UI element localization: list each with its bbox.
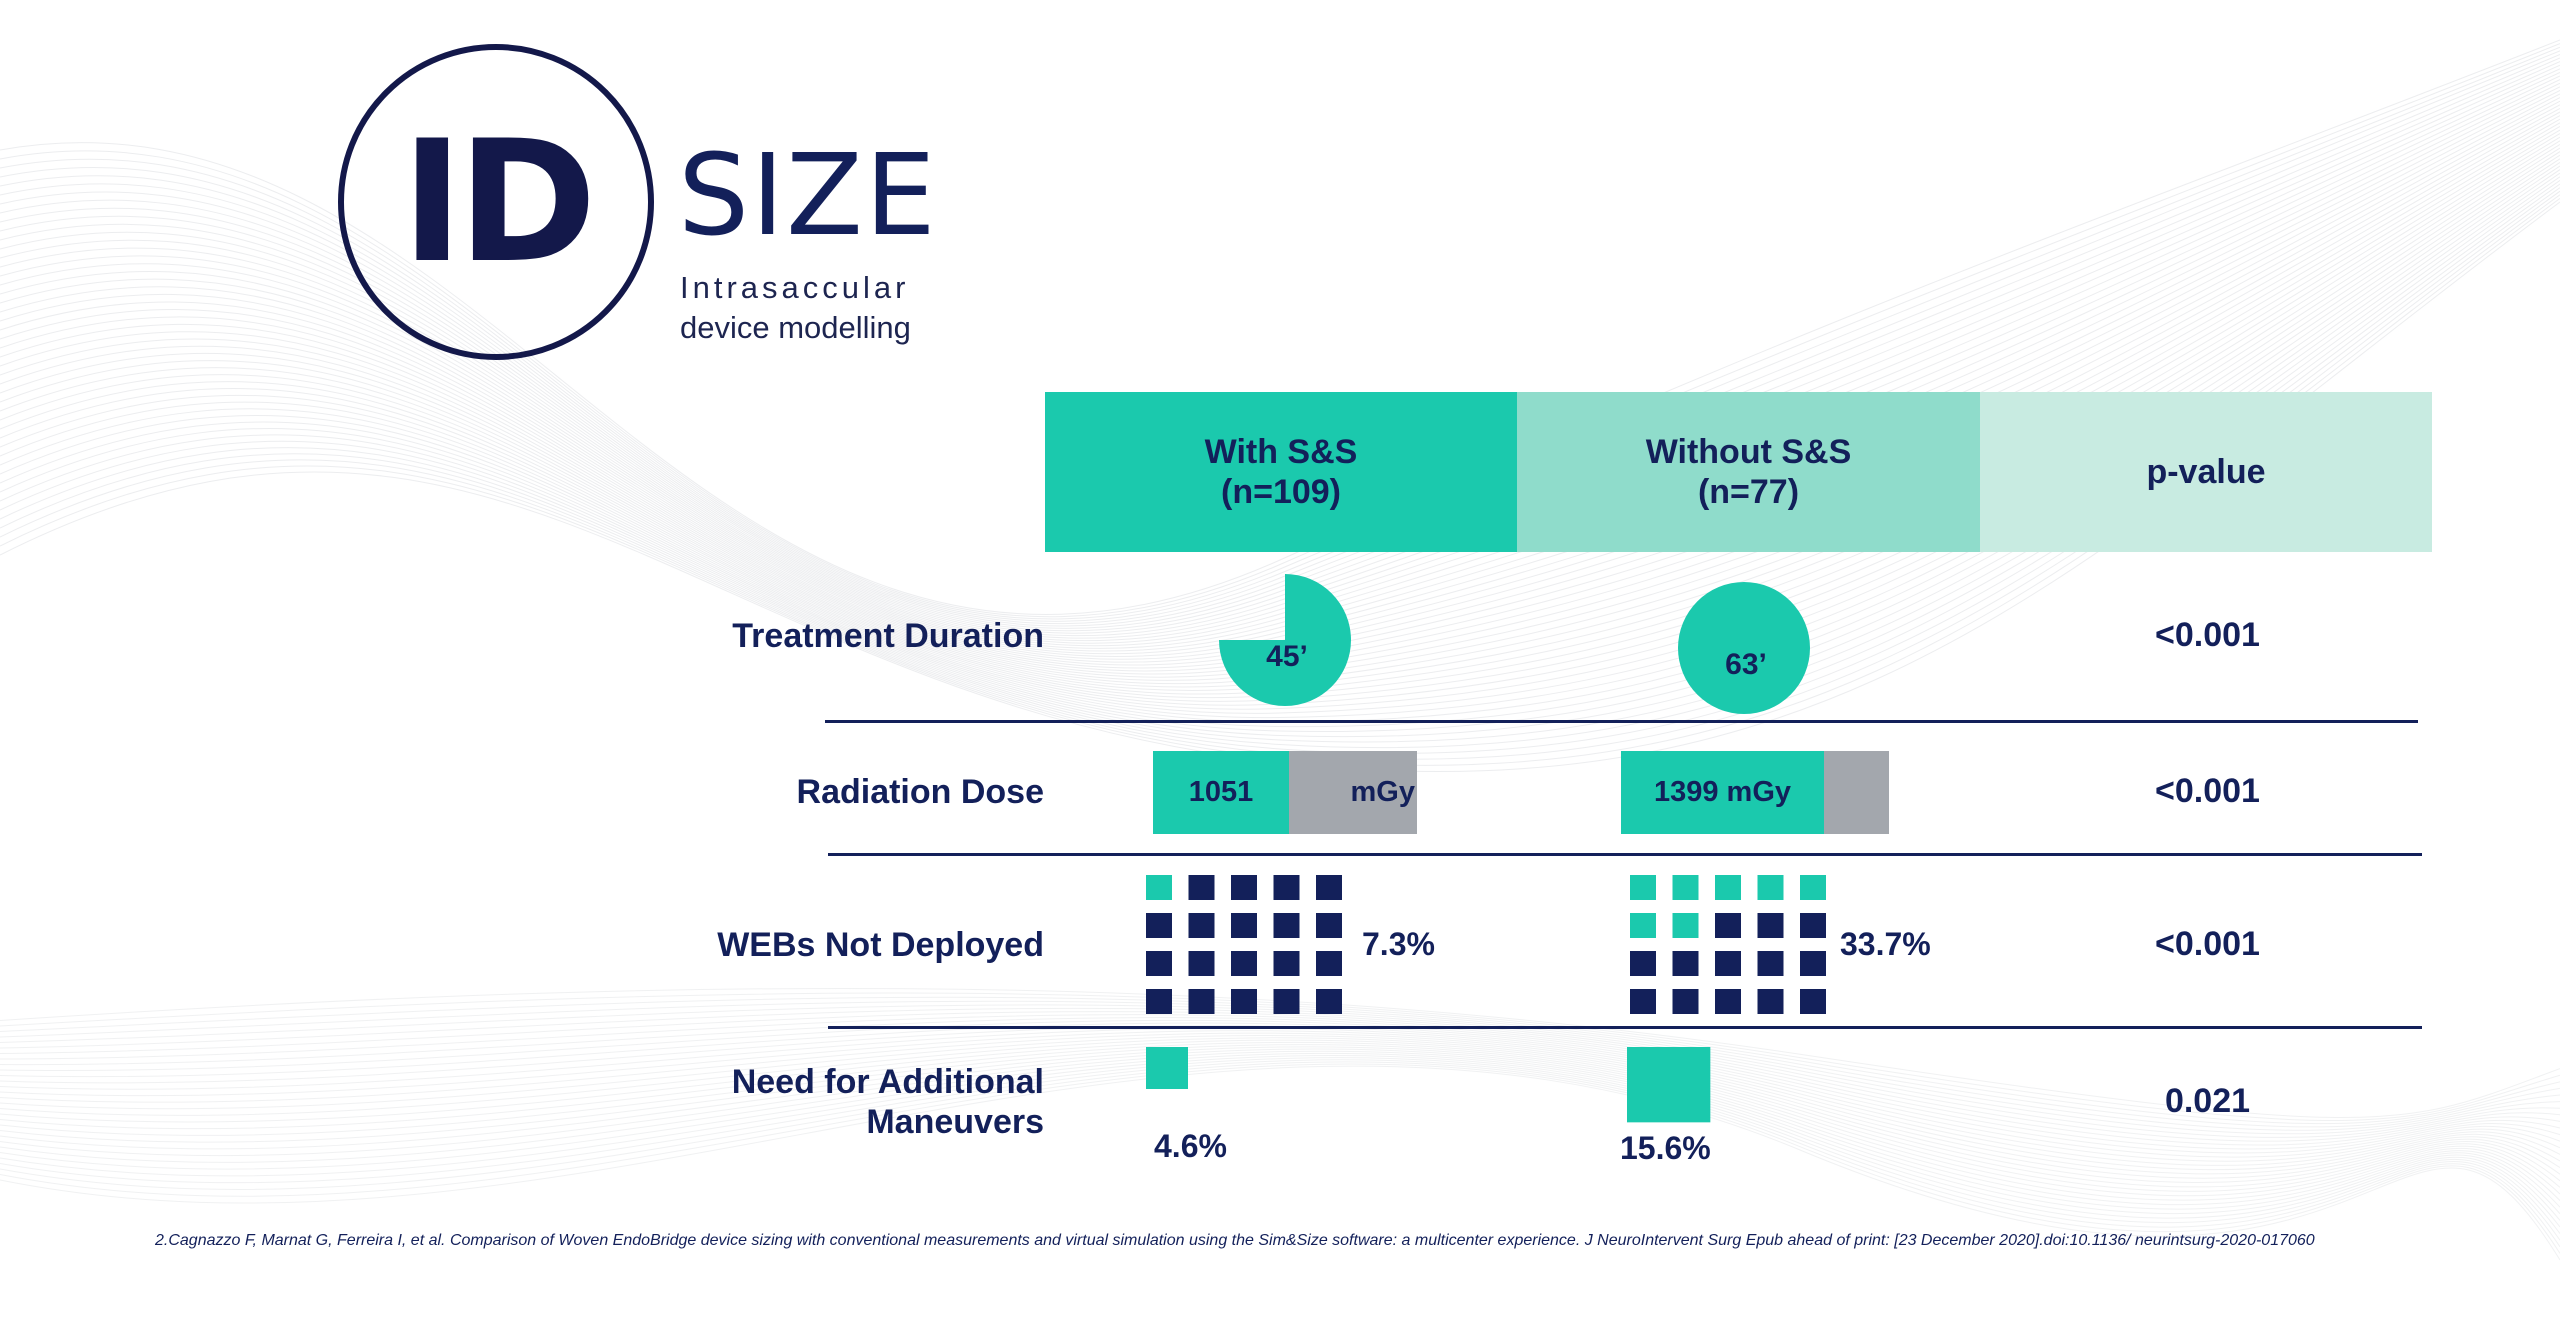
webs-grid-square-with-ss — [1273, 951, 1300, 976]
dose-unit-with-ss: mGy — [1350, 776, 1415, 808]
column-header-p-value-label: p-value — [2146, 453, 2266, 491]
column-header-with-ss-line1: With S&S — [1204, 433, 1358, 471]
webs-grid-square-without-ss — [1630, 875, 1656, 900]
column-header-without-ss-line2: (n=77) — [1697, 473, 1800, 511]
webs-grid-square-with-ss — [1316, 989, 1342, 1014]
background-wave-line — [0, 992, 2560, 1122]
p-value-treatment-duration: <0.001 — [2155, 616, 2260, 654]
background-wave-line — [0, 1030, 2560, 1166]
logo-circle — [338, 44, 654, 360]
column-header-without-ss: Without S&S (n=77) — [1517, 392, 1980, 552]
webs-grid-square-without-ss — [1715, 989, 1741, 1014]
webs-grid-square-with-ss — [1146, 951, 1172, 976]
webs-grid-square-without-ss — [1715, 875, 1741, 900]
background-wave-line — [0, 1027, 2560, 1162]
webs-grid-square-without-ss — [1757, 913, 1784, 938]
webs-grid-square-without-ss — [1800, 951, 1826, 976]
webs-grid-square-with-ss — [1273, 989, 1300, 1014]
maneuvers-square-without-ss — [1627, 1047, 1711, 1123]
dose-bar-with-ss-remainder: mGy — [1289, 751, 1417, 834]
row-divider — [828, 853, 2422, 856]
column-header-without-ss-line1: Without S&S — [1645, 433, 1852, 471]
row-label-additional-maneuvers-line2: Maneuvers — [866, 1103, 1044, 1141]
webs-grid-square-without-ss — [1630, 913, 1656, 938]
webs-grid-square-with-ss — [1146, 875, 1172, 900]
duration-clock-without-ss — [1678, 582, 1810, 714]
maneuvers-without-ss-label: 15.6% — [1620, 1130, 1711, 1166]
row-label-additional-maneuvers-line1: Need for Additional — [731, 1063, 1044, 1101]
background-wave-line — [0, 1034, 2560, 1175]
logo-subtitle-line1: Intrasaccular — [680, 270, 910, 305]
background-wave-line — [0, 1004, 2560, 1131]
webs-grid-square-with-ss — [1231, 951, 1257, 976]
logo-subtitle-line2: device modelling — [680, 310, 911, 345]
background-wave-line — [0, 1014, 2560, 1142]
background-wave-line — [0, 1039, 2560, 1184]
duration-clock-with-ss — [1219, 574, 1351, 706]
background-wave-line — [0, 1011, 2560, 1138]
row-label-treatment-duration: Treatment Duration — [732, 617, 1044, 655]
dose-bar-with-ss: 1051 — [1153, 751, 1289, 834]
row-divider — [828, 1026, 2422, 1029]
background-wave-line — [0, 1007, 2560, 1135]
logo-size-text: SIZE — [678, 131, 938, 261]
webs-grid-square-without-ss — [1672, 875, 1699, 900]
webs-grid-square-with-ss — [1188, 875, 1215, 900]
webs-grid-square-without-ss — [1800, 913, 1826, 938]
webs-grid-square-with-ss — [1188, 989, 1215, 1014]
webs-not-deployed-with-ss-label: 7.3% — [1362, 926, 1435, 962]
background-wave-line — [0, 987, 2560, 1118]
webs-grid-square-without-ss — [1800, 875, 1826, 900]
dose-bar-without-ss: 1399 mGy — [1621, 751, 1825, 834]
row-divider — [825, 720, 2418, 723]
webs-grid-square-without-ss — [1672, 951, 1699, 976]
webs-grid-square-with-ss — [1273, 875, 1300, 900]
background-wave-line — [0, 1025, 2560, 1158]
p-value-additional-maneuvers: 0.021 — [2164, 1082, 2251, 1120]
webs-grid-square-with-ss — [1231, 989, 1257, 1014]
webs-grid-square-with-ss — [1146, 913, 1172, 938]
webs-grid-square-without-ss — [1715, 951, 1741, 976]
webs-grid-square-with-ss — [1316, 875, 1342, 900]
background-wave-line — [0, 1037, 2560, 1179]
footnote-citation: 2.Cagnazzo F, Marnat G, Ferreira I, et a… — [155, 1232, 2315, 1249]
webs-grid-square-with-ss — [1316, 913, 1342, 938]
duration-clock-with-ss-label: 45’ — [1266, 640, 1308, 673]
maneuvers-square-with-ss — [1146, 1047, 1188, 1089]
webs-grid-square-without-ss — [1672, 913, 1699, 938]
background-wave-line — [0, 1032, 2560, 1171]
maneuvers-with-ss-label: 4.6% — [1154, 1128, 1227, 1164]
p-value-radiation-dose: <0.001 — [2155, 772, 2260, 810]
background-wave-line — [0, 1019, 2560, 1150]
column-header-with-ss-line2: (n=109) — [1221, 473, 1341, 511]
row-label-radiation-dose: Radiation Dose — [796, 773, 1044, 811]
background-wave-line — [0, 1022, 2560, 1154]
webs-grid-square-with-ss — [1273, 913, 1300, 938]
webs-grid-square-with-ss — [1231, 875, 1257, 900]
duration-clock-without-ss-label: 63’ — [1725, 648, 1767, 681]
p-value-webs-not-deployed: <0.001 — [2155, 925, 2260, 963]
webs-grid-square-without-ss — [1757, 875, 1784, 900]
webs-grid-square-without-ss — [1757, 989, 1784, 1014]
webs-grid-square-with-ss — [1231, 913, 1257, 938]
row-label-webs-not-deployed: WEBs Not Deployed — [717, 926, 1044, 964]
webs-grid-square-without-ss — [1757, 951, 1784, 976]
row-label-additional-maneuvers: Need for Additional Maneuvers — [732, 1062, 1044, 1142]
webs-grid-square-without-ss — [1630, 951, 1656, 976]
webs-grid-square-without-ss — [1672, 989, 1699, 1014]
webs-grid-square-with-ss — [1146, 989, 1172, 1014]
webs-grid-square-without-ss — [1630, 989, 1656, 1014]
column-header-with-ss: With S&S (n=109) — [1045, 392, 1517, 552]
webs-grid-square-without-ss — [1715, 913, 1741, 938]
webs-grid-square-with-ss — [1188, 913, 1215, 938]
webs-grid-square-without-ss — [1800, 989, 1826, 1014]
column-header-p-value: p-value — [1980, 392, 2432, 552]
logo-id-text: ID — [401, 104, 597, 300]
dose-bar-without-ss-remainder — [1824, 751, 1889, 834]
webs-grid-square-with-ss — [1188, 951, 1215, 976]
background-wave-line — [0, 1017, 2560, 1146]
webs-grid-square-with-ss — [1316, 951, 1342, 976]
webs-not-deployed-without-ss-label: 33.7% — [1840, 926, 1931, 962]
